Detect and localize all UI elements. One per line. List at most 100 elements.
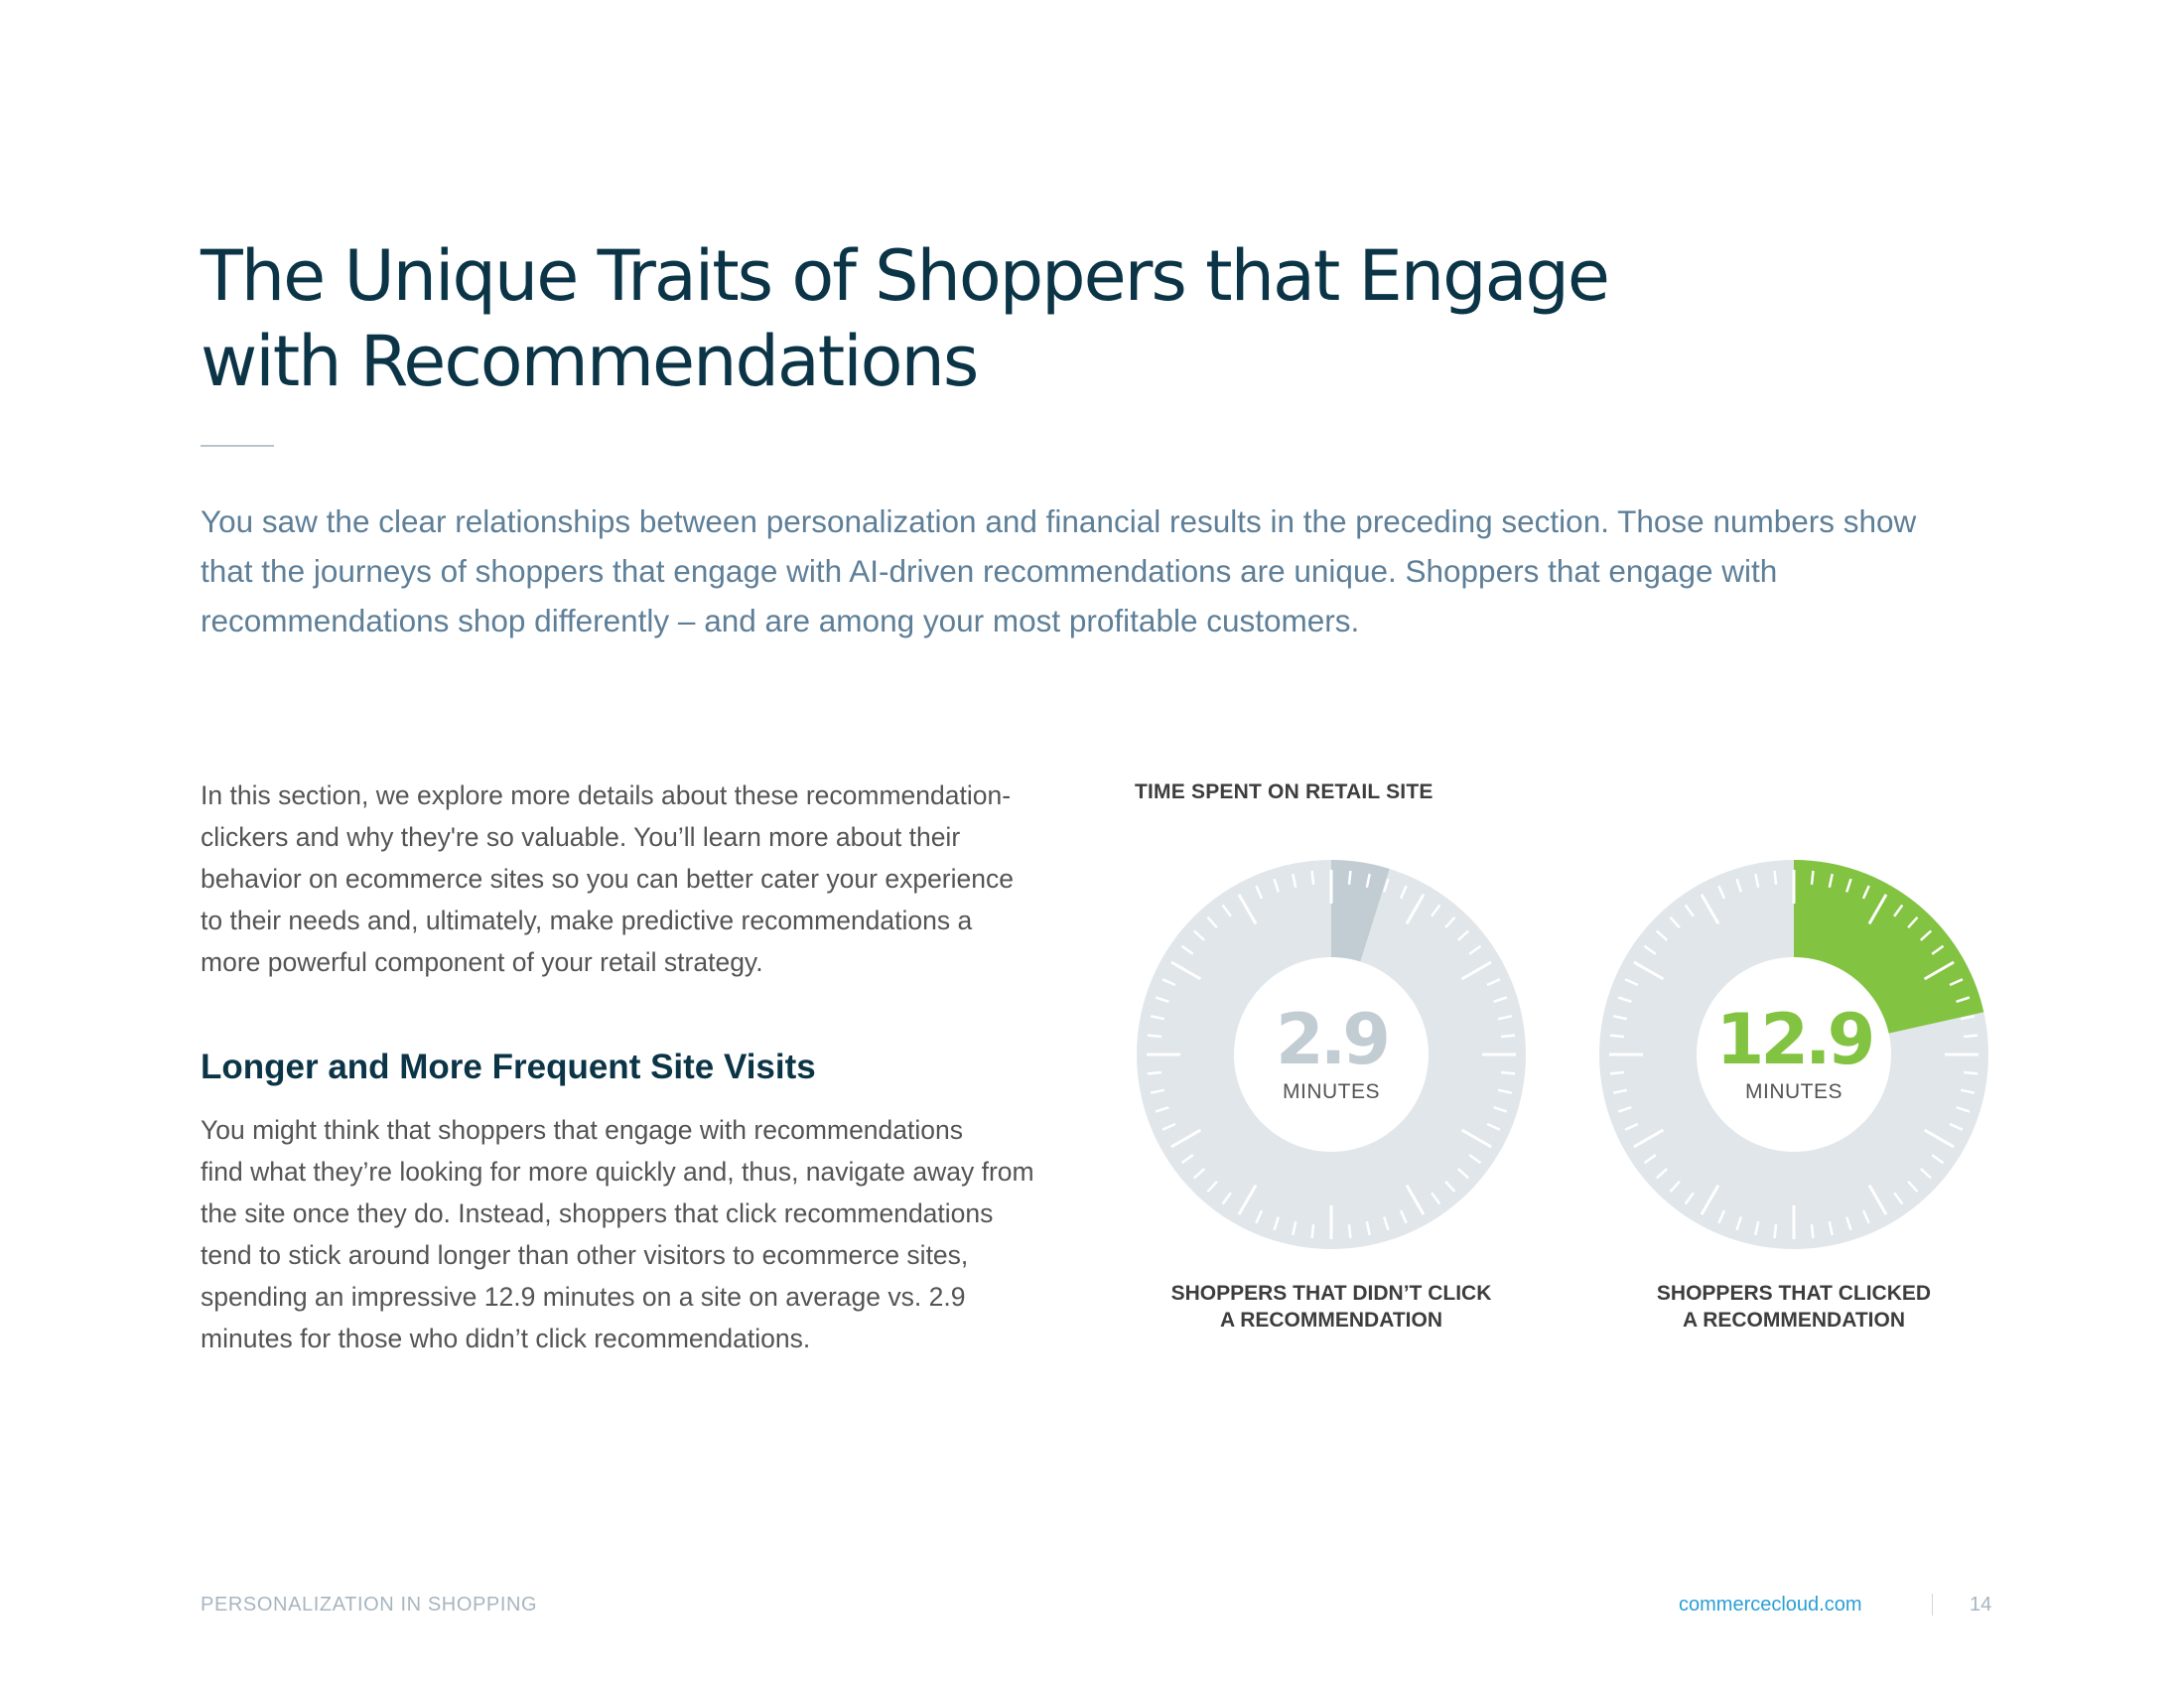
paragraph-line: the site once they do. Instead, shoppers… <box>201 1198 994 1228</box>
gauge-tick <box>1405 894 1426 925</box>
gauge-tick <box>1147 1070 1162 1075</box>
gauge-tick <box>1310 870 1315 886</box>
paragraph-line: find what they’re looking for more quick… <box>201 1157 1034 1187</box>
gauge-tick <box>1828 1220 1834 1236</box>
gauge-tick <box>1907 1180 1919 1194</box>
gauge-tick <box>1633 960 1665 981</box>
gauge-tick <box>1735 878 1742 893</box>
gauge-tick <box>1773 870 1778 886</box>
gauge-tick <box>1684 904 1695 917</box>
gauge-tick <box>1810 1223 1815 1239</box>
gauge-tick <box>1365 1220 1371 1236</box>
gauge-tick <box>1444 1180 1456 1194</box>
gauge-tick <box>1810 870 1815 886</box>
paragraph-line: tend to stick around longer than other v… <box>201 1240 969 1270</box>
gauge-tick <box>1431 904 1441 917</box>
paragraph-line: You might think that shoppers that engag… <box>201 1115 963 1145</box>
gauge-tick <box>1273 878 1280 893</box>
gauge-tick <box>1273 1216 1280 1231</box>
gauge-tick <box>1893 904 1904 917</box>
gauge-tick <box>1923 1128 1955 1149</box>
page-number: 14 <box>1970 1594 1992 1616</box>
footer-divider <box>1932 1594 1933 1616</box>
gauge-tick <box>1717 885 1726 900</box>
gauge-tick <box>1949 978 1964 987</box>
gauge-tick <box>1493 1106 1508 1113</box>
section-subheading: Longer and More Frequent Site Visits <box>201 1048 816 1086</box>
gauge-tick <box>1919 1168 1933 1180</box>
gauge-tick <box>1612 1015 1628 1021</box>
gauge-tick <box>1845 878 1852 893</box>
footer-website-link[interactable]: commercecloud.com <box>1679 1594 1862 1616</box>
gauge-tick <box>1405 1184 1426 1215</box>
gauge-tick <box>1919 929 1933 941</box>
gauge-tick <box>1365 873 1371 889</box>
gauge-tick <box>1192 1168 1206 1180</box>
gauge-tick <box>1206 1180 1218 1194</box>
gauge-tick <box>1960 1015 1976 1021</box>
gauge-value-label: 2.9 <box>1275 999 1391 1080</box>
gauge-tick <box>1617 1106 1632 1113</box>
gauge-tick <box>1399 885 1408 900</box>
gauge-caption: SHOPPERS THAT DIDN’T CLICK A RECOMMENDAT… <box>1133 1280 1530 1334</box>
paragraph-line: behavior on ecommerce sites so you can b… <box>201 864 1014 894</box>
gauge-tick <box>1155 996 1169 1003</box>
gauge-tick <box>1161 1122 1176 1131</box>
gauge-tick <box>1963 1034 1979 1039</box>
gauge-tick <box>1170 960 1202 981</box>
gauge-tick <box>1754 873 1760 889</box>
gauge-tick <box>1867 1184 1888 1215</box>
gauge-tick <box>1310 1223 1315 1239</box>
gauge-tick <box>1292 1220 1297 1236</box>
gauge-tick <box>1735 1216 1742 1231</box>
gauge-tick <box>1624 1122 1639 1131</box>
gauge-tick <box>1893 1192 1904 1205</box>
paragraph-line: In this section, we explore more details… <box>201 780 1012 810</box>
paragraph-line: to their needs and, ultimately, make pre… <box>201 906 973 935</box>
gauge-tick <box>1497 1088 1513 1094</box>
title-line: The Unique Traits of Shoppers that Engag… <box>201 235 1610 317</box>
gauge-caption: SHOPPERS THAT CLICKED A RECOMMENDATION <box>1595 1280 1992 1334</box>
gauge-tick <box>1444 915 1456 929</box>
gauge-tick <box>1292 873 1297 889</box>
gauge-tick <box>1949 1122 1964 1131</box>
gauge-tick <box>1180 944 1194 955</box>
gauge-tick <box>1383 878 1390 893</box>
gauge-tick <box>1255 885 1264 900</box>
gauge-tick <box>1655 1168 1669 1180</box>
intro-line: You saw the clear relationships between … <box>201 503 1917 539</box>
gauge-tick <box>1147 1034 1162 1039</box>
gauge-tick <box>1399 1209 1408 1224</box>
gauge-tick <box>1255 1209 1264 1224</box>
gauge-tick <box>1612 1088 1628 1094</box>
section-paragraph: In this section, we explore more details… <box>201 774 1014 983</box>
caption-line: A RECOMMENDATION <box>1683 1309 1905 1332</box>
gauge-tick <box>1867 894 1888 925</box>
gauge-tick <box>1956 1106 1971 1113</box>
gauge-tick <box>1456 929 1470 941</box>
gauge-tick <box>1456 1168 1470 1180</box>
title-divider <box>201 445 274 447</box>
gauge-tick <box>1773 1223 1778 1239</box>
gauge-tick <box>1617 996 1632 1003</box>
gauge-tick <box>1161 978 1176 987</box>
gauge-tick <box>1956 996 1971 1003</box>
caption-line: SHOPPERS THAT CLICKED <box>1656 1282 1932 1305</box>
gauge-tick <box>1237 894 1258 925</box>
gauge-tick <box>1609 1070 1625 1075</box>
gauge-tick <box>1431 1192 1441 1205</box>
gauge-tick <box>1609 1034 1625 1039</box>
gauge-tick <box>1931 944 1945 955</box>
gauge-tick <box>1669 915 1681 929</box>
gauge-tick <box>1468 1154 1482 1165</box>
gauge-tick <box>1861 885 1870 900</box>
gauge-tick <box>1931 1154 1945 1165</box>
gauge-tick <box>1347 870 1352 886</box>
gauge-tick <box>1192 929 1206 941</box>
gauge-tick <box>1180 1154 1194 1165</box>
gauge-tick <box>1960 1088 1976 1094</box>
caption-line: A RECOMMENDATION <box>1220 1309 1442 1332</box>
gauge-tick <box>1347 1223 1352 1239</box>
paragraph-line: minutes for those who didn’t click recom… <box>201 1324 811 1353</box>
